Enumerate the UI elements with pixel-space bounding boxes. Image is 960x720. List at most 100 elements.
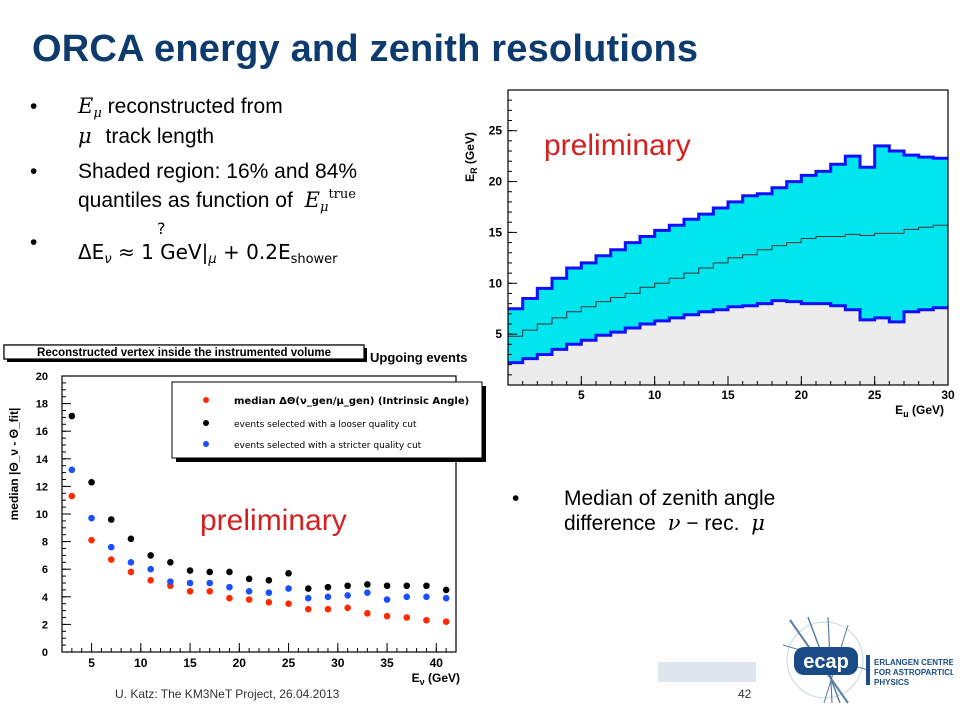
bullet-dot: •	[30, 231, 38, 254]
math-nu: ν	[667, 511, 681, 535]
data-point-series-1	[88, 536, 95, 544]
data-point-series-1	[127, 568, 135, 576]
y-axis-label: ER (GeV)	[463, 132, 479, 182]
logo-line2: FOR ASTROPARTICLE	[874, 668, 953, 677]
zenith-resolution-chart: Reconstructed vertex inside the instrume…	[3, 344, 486, 687]
math-mu: μ	[78, 124, 92, 148]
data-point-series-3	[403, 593, 411, 601]
data-point-series-2	[324, 583, 332, 591]
data-point-series-2	[245, 575, 253, 583]
x-tick-label: 25	[868, 388, 882, 402]
x-tick-label: 20	[233, 656, 247, 670]
math-e-mu: Eμ	[78, 94, 102, 122]
energy-resolution-formula: ? ΔEν ≈ 1 GeV|μ + 0.2Eshower	[78, 219, 338, 267]
data-point-series-1	[245, 596, 253, 603]
legend-label: events selected with a looser quality cu…	[234, 420, 417, 430]
median-bullet: • Median of zenith angle difference ν − …	[512, 487, 832, 536]
legend-marker	[203, 420, 209, 426]
y-tick-label: 20	[489, 175, 503, 189]
data-point-series-3	[304, 594, 312, 602]
legend-marker	[203, 397, 209, 403]
data-point-series-3	[442, 594, 450, 602]
data-point-series-2	[285, 570, 292, 577]
x-axis-label: Eμ (GeV)	[895, 403, 944, 417]
legend-label: median ΔΘ(ν_gen/μ_gen) (Intrinsic Angle)	[234, 396, 469, 407]
data-point-series-1	[344, 604, 351, 612]
quantile-band-fill	[508, 145, 948, 363]
preliminary-label: preliminary	[200, 504, 347, 537]
data-point-series-3	[226, 583, 233, 591]
data-point-series-2	[147, 552, 154, 559]
y-tick-label: 10	[489, 276, 503, 290]
data-point-series-3	[364, 589, 371, 596]
y-tick-label: 14	[36, 454, 49, 466]
x-tick-label: 10	[134, 656, 148, 670]
data-point-series-2	[226, 568, 233, 576]
x-tick-label: 35	[380, 656, 394, 670]
data-point-series-1	[403, 614, 411, 621]
preliminary-label: preliminary	[544, 129, 691, 162]
data-point-series-3	[167, 578, 174, 585]
x-tick-label: 5	[88, 656, 95, 670]
chart-title: Reconstructed vertex inside the instrume…	[37, 347, 331, 359]
x-tick-label: 30	[331, 656, 345, 670]
legend-marker	[203, 441, 209, 447]
y-tick-label: 5	[495, 327, 502, 341]
data-point-series-1	[423, 616, 430, 624]
lower-quantile-line	[508, 299, 948, 365]
y-tick-label: 8	[42, 537, 48, 549]
math-e-mu-true: Eμtrue	[304, 187, 356, 215]
data-point-series-3	[186, 579, 194, 587]
data-point-series-3	[324, 593, 332, 601]
data-point-series-1	[206, 587, 214, 595]
median-line2: difference ν − rec. μ	[564, 511, 765, 535]
data-point-series-3	[383, 596, 391, 603]
x-tick-label: 40	[430, 656, 444, 670]
math-mu: μ	[751, 511, 765, 535]
median-line	[508, 224, 948, 337]
data-point-series-3	[423, 593, 430, 601]
y-tick-label: 2	[42, 619, 48, 631]
y-tick-label: 10	[36, 509, 48, 521]
bullet-1-text: reconstructed from	[107, 95, 283, 118]
x-tick-label: 15	[183, 656, 197, 670]
data-point-series-1	[226, 594, 233, 602]
data-point-series-3	[107, 543, 115, 551]
data-point-series-1	[68, 492, 76, 500]
data-point-series-3	[147, 565, 154, 573]
data-point-series-3	[68, 466, 76, 474]
bullet-dot: •	[30, 95, 38, 118]
data-point-series-1	[324, 605, 332, 613]
data-point-series-3	[245, 587, 253, 595]
y-tick-label: 20	[36, 371, 48, 383]
y-tick-label: 6	[42, 564, 48, 576]
data-point-series-2	[186, 567, 194, 574]
ecap-logo-graphic	[782, 616, 869, 704]
data-point-series-3	[206, 579, 214, 587]
y-tick-label: 18	[36, 399, 48, 411]
data-point-series-1	[107, 556, 115, 563]
data-point-series-2	[383, 582, 391, 590]
logo-line3: PHYSICS	[874, 678, 910, 687]
y-tick-label: 15	[489, 225, 503, 239]
data-point-series-3	[88, 514, 95, 522]
data-point-series-3	[285, 585, 292, 592]
data-point-series-2	[127, 535, 135, 543]
slide-title: ORCA energy and zenith resolutions	[32, 28, 699, 70]
bullet-list: • Eμ reconstructed from μ track length •…	[30, 95, 430, 273]
title-box-front	[3, 344, 365, 360]
footer-bar	[658, 662, 756, 682]
data-point-series-2	[206, 568, 214, 576]
data-point-series-2	[442, 586, 450, 594]
upper-quantile-line	[508, 144, 948, 311]
bullet-dot: •	[30, 160, 38, 183]
y-tick-label: 4	[42, 592, 49, 604]
y-tick-label: 0	[42, 647, 48, 659]
x-tick-label: 10	[648, 388, 662, 402]
data-point-series-2	[68, 412, 76, 420]
energy-resolution-chart: 5 10 15 20 25 30 5 10 15 20 25 Eμ (GeV) ER (GeV) prel…	[463, 89, 955, 417]
page-number: 42	[738, 687, 752, 701]
below-band-fill	[508, 300, 948, 385]
data-point-series-1	[285, 600, 292, 607]
data-point-series-2	[167, 559, 174, 566]
